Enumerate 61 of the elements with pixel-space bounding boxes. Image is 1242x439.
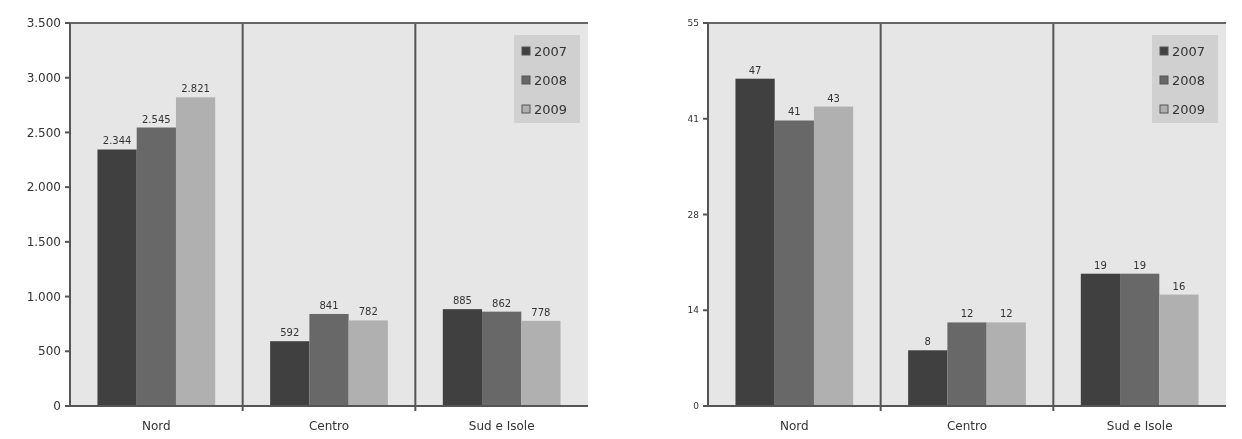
data-label: 2.545: [142, 113, 171, 125]
data-label: 19: [1094, 259, 1107, 271]
legend-label: 2009: [534, 101, 568, 117]
bar: [813, 106, 854, 406]
data-label: 12: [960, 308, 974, 320]
data-label: 592: [280, 327, 300, 339]
legend-label: 2007: [534, 43, 568, 59]
data-label: 782: [358, 306, 378, 318]
x-tick-label: Sud e Isole: [1106, 419, 1173, 433]
legend-label: 2009: [1172, 101, 1206, 117]
y-tick-label: 0: [53, 399, 61, 414]
y-tick-label: 2.000: [26, 180, 61, 195]
data-label: 841: [319, 299, 339, 311]
bar: [136, 127, 176, 406]
bar: [986, 322, 1026, 406]
y-tick-label: 1.500: [26, 235, 61, 250]
data-label: 43: [827, 92, 840, 104]
y-tick-label: 2.500: [26, 125, 61, 140]
bar: [97, 149, 137, 406]
bar: [1159, 294, 1199, 406]
legend-label: 2007: [1172, 43, 1206, 59]
data-label: 19: [1133, 259, 1147, 271]
bar: [175, 97, 216, 406]
bar: [908, 350, 948, 406]
y-tick-label: 0: [693, 401, 700, 412]
data-label: 41: [787, 106, 801, 118]
x-tick-label: Nord: [780, 419, 809, 433]
data-label: 885: [452, 295, 472, 307]
y-tick-label: 28: [687, 209, 700, 220]
bar: [947, 322, 987, 406]
bar: [270, 341, 310, 406]
y-tick-label: 3.000: [26, 70, 61, 85]
bar: [1080, 273, 1121, 406]
data-label: 2.344: [102, 135, 132, 147]
data-label: 16: [1172, 280, 1186, 292]
x-tick-label: Centro: [946, 419, 988, 433]
bar: [482, 311, 522, 406]
x-tick-label: Nord: [142, 419, 171, 433]
bar: [309, 313, 349, 406]
bar: [348, 320, 388, 406]
bar: [735, 78, 775, 406]
data-label: 47: [748, 64, 762, 76]
y-tick-label: 14: [687, 305, 700, 316]
y-tick-label: 41: [687, 113, 699, 124]
bar: [442, 309, 483, 406]
y-tick-label: 55: [687, 18, 699, 29]
x-tick-label: Sud e Isole: [468, 419, 535, 433]
y-tick-label: 3.500: [26, 16, 61, 31]
data-label: 8: [924, 336, 931, 348]
data-label: 12: [999, 308, 1013, 320]
y-tick-label: 1.000: [26, 289, 61, 304]
legend-label: 2008: [534, 72, 568, 88]
bar: [521, 320, 561, 406]
data-label: 778: [531, 306, 551, 318]
x-tick-label: Centro: [308, 419, 350, 433]
legend-label: 2008: [1172, 72, 1206, 88]
bar: [774, 120, 814, 406]
data-label: 862: [492, 297, 512, 309]
y-tick-label: 500: [38, 344, 61, 359]
data-label: 2.821: [181, 83, 210, 95]
bar: [1120, 273, 1160, 406]
